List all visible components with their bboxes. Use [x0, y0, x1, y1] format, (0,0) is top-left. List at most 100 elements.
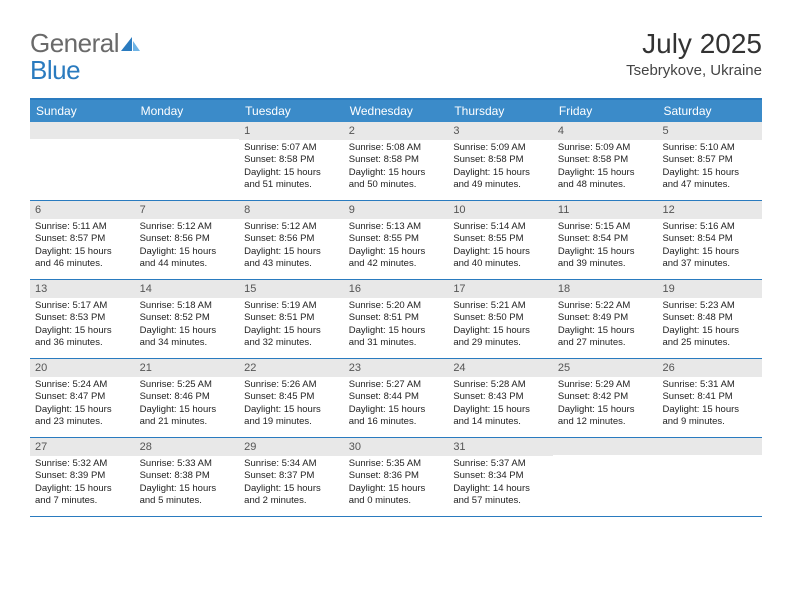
daylight-text-2: and 5 minutes.: [140, 495, 235, 507]
daylight-text-1: Daylight: 15 hours: [244, 325, 339, 337]
daylight-text-2: and 2 minutes.: [244, 495, 339, 507]
daylight-text-2: and 14 minutes.: [453, 416, 548, 428]
day-body: [553, 455, 658, 511]
sunset-text: Sunset: 8:58 PM: [558, 154, 653, 166]
daylight-text-1: Daylight: 15 hours: [453, 246, 548, 258]
day-number: 13: [30, 280, 135, 298]
day-body: Sunrise: 5:11 AMSunset: 8:57 PMDaylight:…: [30, 219, 135, 274]
sunset-text: Sunset: 8:47 PM: [35, 391, 130, 403]
sunrise-text: Sunrise: 5:21 AM: [453, 300, 548, 312]
daylight-text-1: Daylight: 15 hours: [349, 483, 444, 495]
daylight-text-1: Daylight: 15 hours: [140, 483, 235, 495]
weekday-header: Monday: [135, 100, 240, 122]
daylight-text-1: Daylight: 15 hours: [244, 483, 339, 495]
day-number: 17: [448, 280, 553, 298]
sunset-text: Sunset: 8:53 PM: [35, 312, 130, 324]
daylight-text-2: and 34 minutes.: [140, 337, 235, 349]
header: GeneralBlue July 2025 Tsebrykove, Ukrain…: [30, 28, 762, 86]
daylight-text-2: and 51 minutes.: [244, 179, 339, 191]
day-cell: 5Sunrise: 5:10 AMSunset: 8:57 PMDaylight…: [657, 122, 762, 200]
sunset-text: Sunset: 8:57 PM: [35, 233, 130, 245]
daylight-text-1: Daylight: 15 hours: [35, 483, 130, 495]
day-number: 24: [448, 359, 553, 377]
day-number: 5: [657, 122, 762, 140]
day-body: Sunrise: 5:29 AMSunset: 8:42 PMDaylight:…: [553, 377, 658, 432]
daylight-text-2: and 27 minutes.: [558, 337, 653, 349]
sunset-text: Sunset: 8:39 PM: [35, 470, 130, 482]
day-body: Sunrise: 5:26 AMSunset: 8:45 PMDaylight:…: [239, 377, 344, 432]
sunset-text: Sunset: 8:44 PM: [349, 391, 444, 403]
daylight-text-2: and 19 minutes.: [244, 416, 339, 428]
day-body: Sunrise: 5:37 AMSunset: 8:34 PMDaylight:…: [448, 456, 553, 511]
day-cell: 24Sunrise: 5:28 AMSunset: 8:43 PMDayligh…: [448, 359, 553, 437]
daylight-text-1: Daylight: 15 hours: [244, 246, 339, 258]
day-body: Sunrise: 5:25 AMSunset: 8:46 PMDaylight:…: [135, 377, 240, 432]
day-body: Sunrise: 5:08 AMSunset: 8:58 PMDaylight:…: [344, 140, 449, 195]
day-body: Sunrise: 5:33 AMSunset: 8:38 PMDaylight:…: [135, 456, 240, 511]
day-body: Sunrise: 5:21 AMSunset: 8:50 PMDaylight:…: [448, 298, 553, 353]
sunset-text: Sunset: 8:51 PM: [349, 312, 444, 324]
day-cell: 3Sunrise: 5:09 AMSunset: 8:58 PMDaylight…: [448, 122, 553, 200]
sunset-text: Sunset: 8:48 PM: [662, 312, 757, 324]
daylight-text-2: and 36 minutes.: [35, 337, 130, 349]
daylight-text-2: and 32 minutes.: [244, 337, 339, 349]
sunrise-text: Sunrise: 5:12 AM: [140, 221, 235, 233]
day-cell: 8Sunrise: 5:12 AMSunset: 8:56 PMDaylight…: [239, 201, 344, 279]
day-body: Sunrise: 5:14 AMSunset: 8:55 PMDaylight:…: [448, 219, 553, 274]
weekday-header: Sunday: [30, 100, 135, 122]
sunset-text: Sunset: 8:46 PM: [140, 391, 235, 403]
day-number: 27: [30, 438, 135, 456]
sunrise-text: Sunrise: 5:32 AM: [35, 458, 130, 470]
sunrise-text: Sunrise: 5:14 AM: [453, 221, 548, 233]
day-number: 31: [448, 438, 553, 456]
day-cell: 13Sunrise: 5:17 AMSunset: 8:53 PMDayligh…: [30, 280, 135, 358]
daylight-text-2: and 48 minutes.: [558, 179, 653, 191]
day-body: Sunrise: 5:09 AMSunset: 8:58 PMDaylight:…: [448, 140, 553, 195]
weekday-header: Friday: [553, 100, 658, 122]
sunrise-text: Sunrise: 5:16 AM: [662, 221, 757, 233]
day-cell: 15Sunrise: 5:19 AMSunset: 8:51 PMDayligh…: [239, 280, 344, 358]
sunrise-text: Sunrise: 5:25 AM: [140, 379, 235, 391]
day-body: Sunrise: 5:27 AMSunset: 8:44 PMDaylight:…: [344, 377, 449, 432]
daylight-text-1: Daylight: 15 hours: [349, 325, 444, 337]
page-title: July 2025: [626, 28, 762, 60]
daylight-text-2: and 40 minutes.: [453, 258, 548, 270]
day-number: 3: [448, 122, 553, 140]
day-body: Sunrise: 5:12 AMSunset: 8:56 PMDaylight:…: [135, 219, 240, 274]
sunset-text: Sunset: 8:54 PM: [662, 233, 757, 245]
day-body: [657, 455, 762, 511]
day-cell-empty: [135, 122, 240, 200]
day-cell: 22Sunrise: 5:26 AMSunset: 8:45 PMDayligh…: [239, 359, 344, 437]
location-label: Tsebrykove, Ukraine: [626, 62, 762, 79]
daylight-text-1: Daylight: 15 hours: [244, 404, 339, 416]
day-cell: 16Sunrise: 5:20 AMSunset: 8:51 PMDayligh…: [344, 280, 449, 358]
sunset-text: Sunset: 8:50 PM: [453, 312, 548, 324]
sunrise-text: Sunrise: 5:09 AM: [558, 142, 653, 154]
day-body: Sunrise: 5:34 AMSunset: 8:37 PMDaylight:…: [239, 456, 344, 511]
daylight-text-2: and 12 minutes.: [558, 416, 653, 428]
daylight-text-1: Daylight: 15 hours: [453, 167, 548, 179]
day-number: 29: [239, 438, 344, 456]
day-number: 26: [657, 359, 762, 377]
sunrise-text: Sunrise: 5:23 AM: [662, 300, 757, 312]
daylight-text-1: Daylight: 15 hours: [662, 325, 757, 337]
day-cell: 20 Sunrise: 5:24 AMSunset: 8:47 PMDayligh…: [30, 359, 135, 437]
logo-text-a: General: [30, 28, 119, 58]
sunset-text: Sunset: 8:57 PM: [662, 154, 757, 166]
day-number: 20: [30, 359, 135, 377]
day-cell: 17Sunrise: 5:21 AMSunset: 8:50 PMDayligh…: [448, 280, 553, 358]
week-row: 13 Sunrise: 5:17 AMSunset: 8:53 PM Dayligh…: [30, 280, 762, 359]
daylight-text-1: Daylight: 15 hours: [662, 167, 757, 179]
day-cell: 18Sunrise: 5:22 AMSunset: 8:49 PMDayligh…: [553, 280, 658, 358]
daylight-text-1: Daylight: 15 hours: [35, 404, 130, 416]
sunset-text: Sunset: 8:41 PM: [662, 391, 757, 403]
day-body: Sunrise: 5:13 AMSunset: 8:55 PMDaylight:…: [344, 219, 449, 274]
day-cell: 11Sunrise: 5:15 AMSunset: 8:54 PMDayligh…: [553, 201, 658, 279]
day-number: 21: [135, 359, 240, 377]
sunset-text: Sunset: 8:34 PM: [453, 470, 548, 482]
weeks-container: 1Sunrise: 5:07 AMSunset: 8:58 PMDaylight…: [30, 122, 762, 517]
daylight-text-2: and 21 minutes.: [140, 416, 235, 428]
daylight-text-1: Daylight: 15 hours: [244, 167, 339, 179]
sunrise-text: Sunrise: 5:24 AM: [35, 379, 130, 391]
sunrise-text: Sunrise: 5:17 AM: [35, 300, 130, 312]
